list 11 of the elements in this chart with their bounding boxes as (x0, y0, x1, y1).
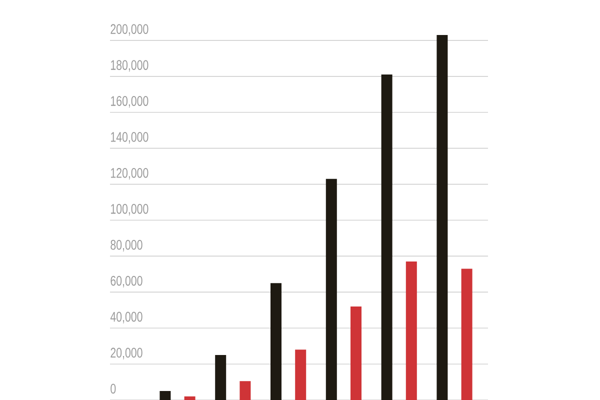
y-tick-label: 160,000 (111, 96, 148, 108)
y-tick-label: 20,000 (110, 348, 142, 360)
y-tick-label: 80,000 (110, 240, 142, 252)
y-tick-label: 60,000 (110, 276, 142, 288)
y-tick-label: 0 (110, 384, 116, 394)
y-tick-label: 180,000 (111, 60, 148, 72)
y-tick-label: 40,000 (110, 312, 142, 324)
y-tick-label: 120,000 (111, 168, 148, 180)
y-tick-label: 100,000 (111, 204, 148, 216)
y-tick-label: 140,000 (111, 132, 148, 144)
y-tick-label: 200,000 (110, 24, 148, 36)
